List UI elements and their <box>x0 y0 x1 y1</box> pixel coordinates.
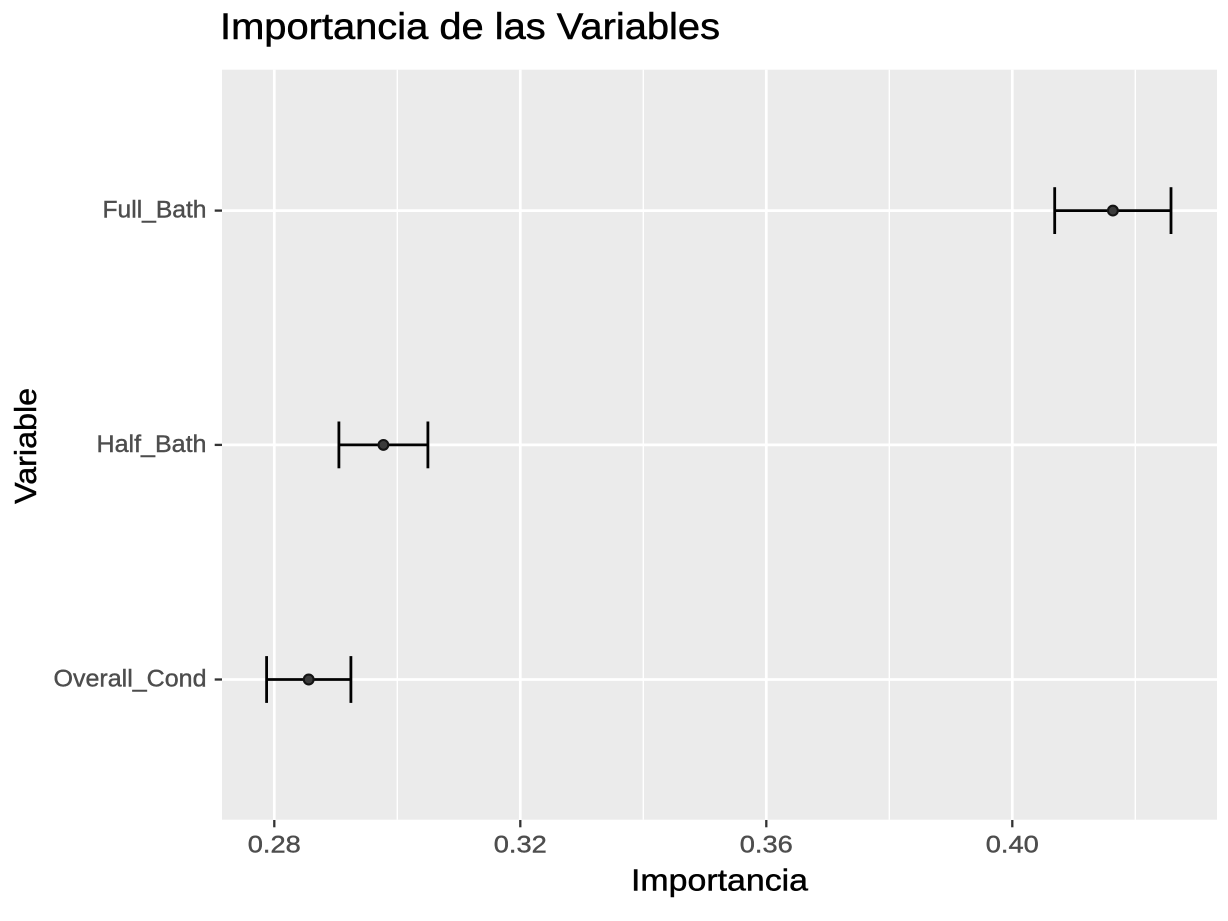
svg-text:0.40: 0.40 <box>986 831 1039 858</box>
svg-text:0.32: 0.32 <box>494 831 547 858</box>
svg-text:0.36: 0.36 <box>740 831 793 858</box>
svg-text:Importancia de las Variables: Importancia de las Variables <box>220 6 720 47</box>
svg-text:Variable: Variable <box>9 388 43 504</box>
svg-text:0.28: 0.28 <box>248 831 301 858</box>
svg-text:Full_Bath: Full_Bath <box>103 197 207 224</box>
svg-text:Half_Bath: Half_Bath <box>97 431 207 458</box>
svg-text:Importancia: Importancia <box>631 864 809 898</box>
svg-text:Overall_Cond: Overall_Cond <box>54 666 207 693</box>
